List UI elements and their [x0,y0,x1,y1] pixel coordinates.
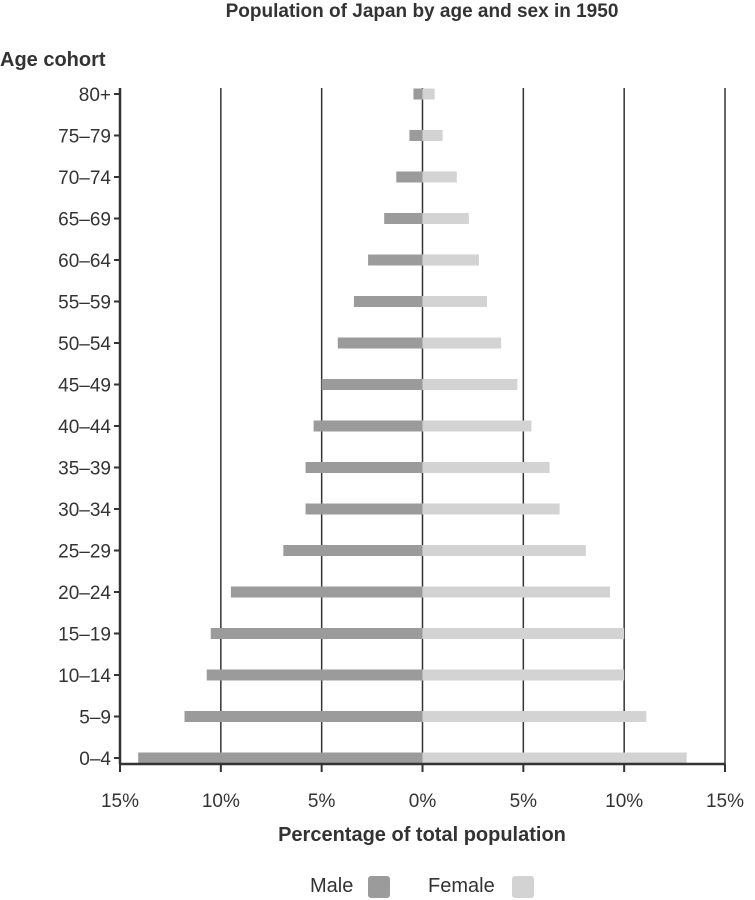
bar-male [384,213,423,224]
bar-female [422,752,687,764]
bar-male [206,669,423,681]
y-tick-label: 40–44 [58,417,111,438]
bar-male [138,752,423,764]
legend-female-swatch [512,876,534,898]
bar-male [337,337,423,349]
bar-male [313,420,423,432]
legend-female-label: Female [428,875,495,897]
y-tick-label: 0–4 [79,749,111,770]
x-tick-label: 10% [202,791,240,812]
chart-title: Population of Japan by age and sex in 19… [226,1,619,22]
y-tick-label: 15–19 [58,625,111,646]
x-axis-title: Percentage of total population [278,824,566,846]
bar-female [422,711,647,722]
x-tick-label: 5% [308,791,336,812]
bar-female [422,628,625,639]
bar-female [422,213,469,224]
x-tick-label: 10% [605,791,643,812]
bar-male [305,462,423,473]
y-tick-label: 60–64 [58,251,111,272]
bar-female [422,296,488,307]
axes [114,88,726,772]
bar-male [353,296,423,307]
y-tick-label: 25–29 [58,542,111,563]
bar-female [422,586,611,598]
legend-male-label: Male [310,875,353,897]
y-tick-label: 50–54 [58,334,111,355]
bar-female [422,337,502,349]
bar-female [422,669,625,681]
bar-male [184,711,423,722]
bar-female [422,254,479,266]
y-tick-labels: 0–4 5–9 10–14 15–19 20–24 25–29 30–34 35–39 40–4… [58,85,111,770]
x-tick-label: 15% [101,791,139,812]
bar-female [422,88,435,100]
y-tick-label: 5–9 [79,708,111,729]
bar-female [422,420,532,432]
bar-male [396,171,423,183]
y-tick-label: 35–39 [58,459,111,480]
y-tick-label: 70–74 [58,168,111,189]
y-axis-title: Age cohort [0,49,106,71]
bar-female [422,130,443,141]
bar-female [422,379,518,390]
bar-male [321,379,423,390]
legend-male-swatch [368,876,390,898]
x-tick-label: 5% [510,791,538,812]
y-tick-label: 55–59 [58,293,111,314]
y-tick-label: 45–49 [58,376,111,397]
bar-female [422,171,457,183]
bar-male [230,586,423,598]
bar-male [283,545,423,556]
bar-male [413,88,423,100]
bar-female [422,462,550,473]
legend: Male Female [310,875,534,898]
x-tick-label: 15% [706,791,744,812]
bar-male [210,628,423,639]
bar-female [422,545,586,556]
y-tick-label: 10–14 [58,666,111,687]
bar-female [422,503,560,515]
bars [138,88,687,764]
bar-male [305,503,423,515]
y-tick-label: 65–69 [58,210,111,231]
y-tick-label: 80+ [79,85,111,106]
y-tick-label: 75–79 [58,127,111,148]
y-tick-label: 20–24 [58,583,111,604]
x-tick-labels: 15% 10% 5% 0% 5% 10% 15% [101,791,744,812]
x-tick-label: 0% [409,791,437,812]
y-tick-label: 30–34 [58,500,111,521]
bar-male [368,254,423,266]
bar-male [409,130,423,141]
